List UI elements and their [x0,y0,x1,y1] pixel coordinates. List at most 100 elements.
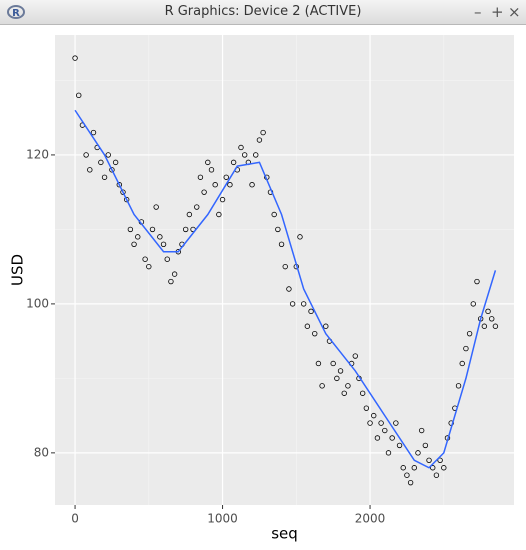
point [227,182,233,188]
point [205,159,211,166]
point [396,442,403,449]
point [253,152,259,158]
point [219,196,226,203]
point [282,263,288,270]
point [393,420,399,426]
point [352,353,358,359]
y-axis-label: USD [9,254,27,286]
r-icon: R [7,5,25,19]
point [345,383,351,389]
point [400,465,406,471]
point [430,465,436,471]
point [319,383,325,389]
point [271,211,277,218]
point [230,159,237,166]
point [87,167,93,173]
x-tick-label: 0 [71,512,79,526]
point [112,159,119,166]
point [186,211,193,218]
point [149,226,156,233]
point [385,450,392,456]
point [120,189,126,195]
minimize-button[interactable]: – [474,3,482,21]
point [374,435,381,441]
point [404,472,410,478]
point [116,182,123,188]
point [109,167,115,173]
point [249,182,255,188]
point [197,174,204,180]
point [182,226,189,233]
point [337,368,344,374]
point [415,450,421,456]
point [275,226,281,233]
point [481,323,488,329]
point [216,211,222,218]
point [142,256,148,262]
point [146,263,152,270]
point [341,390,347,396]
point [426,457,432,464]
y-tick-label: 100 [26,296,49,310]
point [407,479,414,486]
point [256,137,263,143]
point [459,360,465,367]
smooth-line [74,109,497,469]
point [297,234,303,240]
point [135,234,141,240]
title-bar: R R Graphics: Device 2 (ACTIVE) – + × [0,0,526,25]
point [168,278,174,285]
point [212,182,218,188]
point [153,204,159,210]
x-tick-label: 2000 [355,512,386,526]
point [98,159,104,166]
point [83,152,89,158]
point [470,301,476,307]
point [433,472,440,478]
window-title: R Graphics: Device 2 (ACTIVE) [164,4,362,19]
point [304,323,311,329]
point [418,427,425,434]
svg-text:R: R [12,8,20,19]
point [260,129,266,136]
point [315,360,322,367]
point [489,316,495,322]
point [492,323,499,329]
point [422,442,429,449]
point [201,189,207,195]
point [334,375,340,382]
close-button[interactable]: × [508,3,521,21]
point [76,92,82,99]
point [105,152,111,158]
point [72,55,78,61]
point [101,174,108,180]
point [448,420,454,426]
point [485,308,491,315]
point [463,345,469,352]
y-tick-label: 120 [26,147,49,161]
point [164,256,170,262]
point [437,457,443,464]
point [286,286,292,292]
point [308,308,314,315]
point [208,167,215,173]
point [323,323,329,329]
y-tick-label: 80 [34,445,49,459]
point [474,278,480,285]
point [455,383,462,389]
point [371,412,377,419]
point [330,360,336,367]
point [241,152,248,158]
point [157,234,163,240]
point [127,226,134,233]
point [367,420,373,426]
point [411,465,417,471]
point [378,420,384,426]
point [238,144,244,151]
point [123,196,130,203]
maximize-button[interactable]: + [491,3,504,21]
point [359,390,366,396]
point [194,204,200,210]
